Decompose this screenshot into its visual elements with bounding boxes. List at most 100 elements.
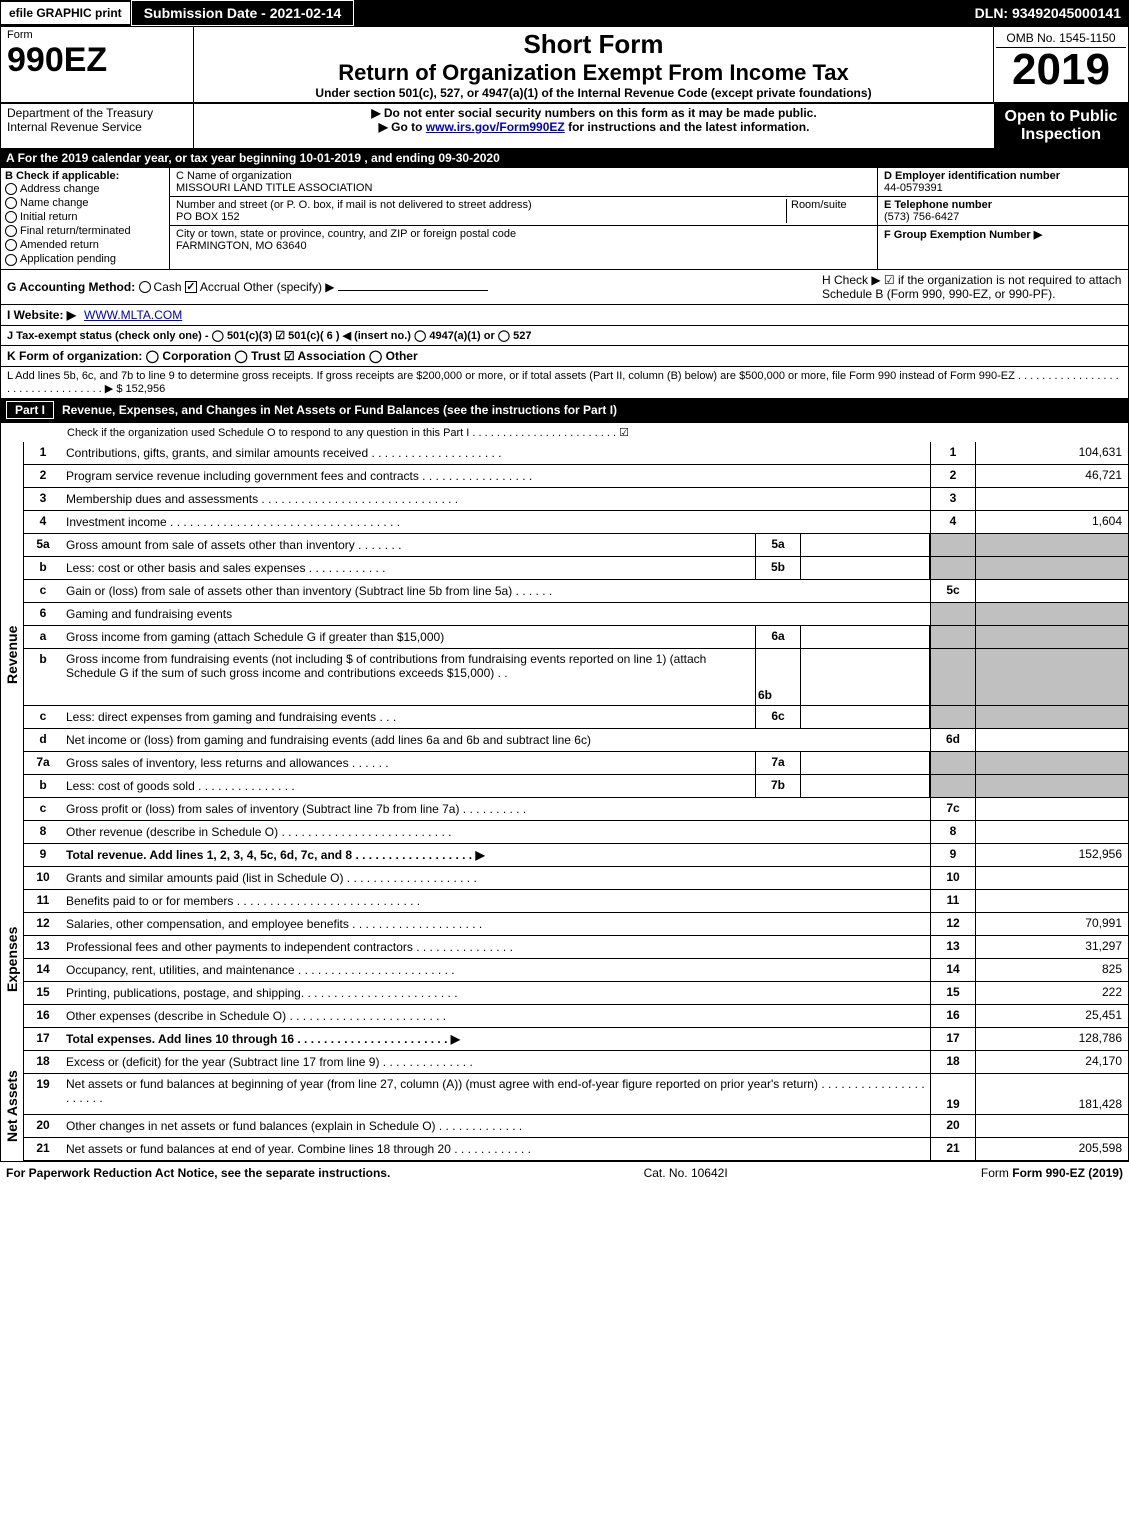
line-col-6c-shaded (930, 706, 975, 728)
opt-application-pending: Application pending (20, 253, 116, 265)
line-7b: b Less: cost of goods sold . . . . . . .… (24, 775, 1128, 798)
line-num-9: 9 (24, 844, 62, 866)
line-col-6b-shaded (930, 649, 975, 705)
check-address-change[interactable]: Address change (5, 182, 165, 196)
line-19: 19 Net assets or fund balances at beginn… (24, 1074, 1128, 1115)
form-number: 990EZ (7, 41, 187, 80)
line-num-6d: d (24, 729, 62, 751)
check-amended-return[interactable]: Amended return (5, 238, 165, 252)
line-col-5b-shaded (930, 557, 975, 579)
opt-address-change: Address change (20, 183, 100, 195)
open-to-public-inspection: Open to Public Inspection (994, 104, 1128, 148)
section-i-label: I Website: ▶ (7, 308, 76, 322)
line-6: 6 Gaming and fundraising events (24, 603, 1128, 626)
line-num-5c: c (24, 580, 62, 602)
line-val-3 (975, 488, 1128, 510)
submission-date: Submission Date - 2021-02-14 (131, 0, 355, 26)
line-num-2: 2 (24, 465, 62, 487)
room-suite-label: Room/suite (786, 199, 871, 223)
period-text: For the 2019 calendar year, or tax year … (18, 151, 500, 165)
expenses-section: Expenses 10 Grants and similar amounts p… (0, 867, 1129, 1051)
ssn-warning: ▶ Do not enter social security numbers o… (200, 106, 988, 120)
line-col-5c: 5c (930, 580, 975, 602)
line-col-17: 17 (930, 1028, 975, 1050)
line-col-2: 2 (930, 465, 975, 487)
line-num-6: 6 (24, 603, 62, 625)
org-info-block: B Check if applicable: Address change Na… (0, 168, 1129, 269)
line-num-19: 19 (24, 1074, 62, 1114)
line-col-16: 16 (930, 1005, 975, 1027)
line-col-8: 8 (930, 821, 975, 843)
check-cash[interactable] (139, 281, 151, 293)
line-15: 15 Printing, publications, postage, and … (24, 982, 1128, 1005)
internal-revenue: Internal Revenue Service (7, 120, 187, 134)
footer-paperwork: For Paperwork Reduction Act Notice, see … (6, 1166, 390, 1180)
efile-print-button[interactable]: efile GRAPHIC print (0, 1, 131, 25)
line-col-6-shaded (930, 603, 975, 625)
website-link[interactable]: WWW.MLTA.COM (84, 308, 182, 322)
line-val-7c (975, 798, 1128, 820)
line-2: 2 Program service revenue including gove… (24, 465, 1128, 488)
line-col-3: 3 (930, 488, 975, 510)
line-desc-17: Total expenses. Add lines 10 through 16 … (62, 1028, 930, 1050)
line-val-5c (975, 580, 1128, 602)
line-col-7a-shaded (930, 752, 975, 774)
line-sub-6a: 6a (755, 626, 801, 648)
section-g-h-row: G Accounting Method: Cash Accrual Other … (0, 269, 1129, 304)
line-11: 11 Benefits paid to or for members . . .… (24, 890, 1128, 913)
line-desc-2: Program service revenue including govern… (62, 465, 930, 487)
line-6b: b Gross income from fundraising events (… (24, 649, 1128, 706)
line-desc-15: Printing, publications, postage, and shi… (62, 982, 930, 1004)
footer-cat-no: Cat. No. 10642I (644, 1166, 728, 1180)
line-val-9: 152,956 (975, 844, 1128, 866)
line-desc-14: Occupancy, rent, utilities, and maintena… (62, 959, 930, 981)
street-value: PO BOX 152 (176, 211, 786, 223)
dept-treasury: Department of the Treasury (7, 106, 187, 120)
other-specify-input[interactable] (338, 290, 488, 291)
line-14: 14 Occupancy, rent, utilities, and maint… (24, 959, 1128, 982)
line-desc-5c: Gain or (loss) from sale of assets other… (62, 580, 930, 602)
check-final-return[interactable]: Final return/terminated (5, 224, 165, 238)
line-val-1: 104,631 (975, 442, 1128, 464)
line-val-6b-shaded (975, 649, 1128, 705)
line-val-20 (975, 1115, 1128, 1137)
check-initial-return[interactable]: Initial return (5, 210, 165, 224)
part-i-header: Part I Revenue, Expenses, and Changes in… (0, 398, 1129, 422)
line-col-14: 14 (930, 959, 975, 981)
line-desc-21: Net assets or fund balances at end of ye… (62, 1138, 930, 1160)
line-desc-12: Salaries, other compensation, and employ… (62, 913, 930, 935)
section-d-label: D Employer identification number (884, 170, 1122, 182)
line-9: 9 Total revenue. Add lines 1, 2, 3, 4, 5… (24, 844, 1128, 867)
line-val-11 (975, 890, 1128, 912)
line-val-14: 825 (975, 959, 1128, 981)
line-16: 16 Other expenses (describe in Schedule … (24, 1005, 1128, 1028)
section-j-row: J Tax-exempt status (check only one) - ◯… (0, 325, 1129, 345)
opt-final-return: Final return/terminated (20, 225, 131, 237)
line-col-13: 13 (930, 936, 975, 958)
line-6c: c Less: direct expenses from gaming and … (24, 706, 1128, 729)
line-subval-7a (801, 752, 930, 774)
irs-link[interactable]: www.irs.gov/Form990EZ (426, 120, 565, 134)
line-desc-3: Membership dues and assessments . . . . … (62, 488, 930, 510)
line-desc-7a: Gross sales of inventory, less returns a… (62, 752, 755, 774)
section-h-text: H Check ▶ ☑ if the organization is not r… (822, 273, 1122, 301)
line-subval-7b (801, 775, 930, 797)
city-label: City or town, state or province, country… (176, 228, 871, 240)
line-col-12: 12 (930, 913, 975, 935)
opt-other-specify: Other (specify) ▶ (243, 280, 334, 294)
check-accrual[interactable] (185, 281, 197, 293)
line-val-18: 24,170 (975, 1051, 1128, 1073)
section-k-row: K Form of organization: ◯ Corporation ◯ … (0, 345, 1129, 366)
line-desc-7c: Gross profit or (loss) from sales of inv… (62, 798, 930, 820)
check-application-pending[interactable]: Application pending (5, 252, 165, 266)
line-col-10: 10 (930, 867, 975, 889)
line-5a: 5a Gross amount from sale of assets othe… (24, 534, 1128, 557)
line-val-6-shaded (975, 603, 1128, 625)
section-l-row: L Add lines 5b, 6c, and 7b to line 9 to … (0, 366, 1129, 398)
title-main: Return of Organization Exempt From Incom… (200, 60, 987, 86)
line-1: 1 Contributions, gifts, grants, and simi… (24, 442, 1128, 465)
line-desc-20: Other changes in net assets or fund bala… (62, 1115, 930, 1137)
line-val-2: 46,721 (975, 465, 1128, 487)
opt-initial-return: Initial return (20, 211, 77, 223)
check-name-change[interactable]: Name change (5, 196, 165, 210)
